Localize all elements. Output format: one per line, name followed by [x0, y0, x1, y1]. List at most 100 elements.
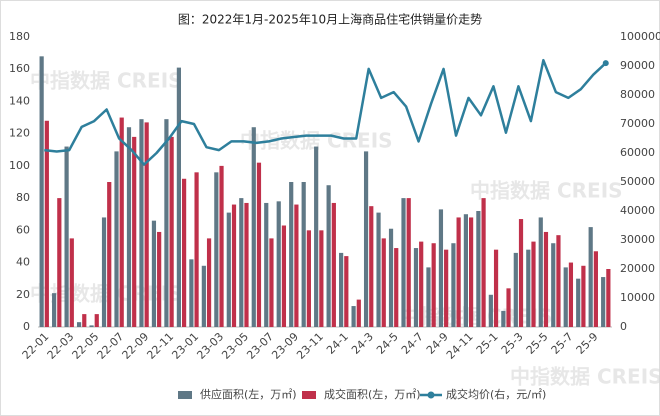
bar	[69, 238, 74, 327]
bar	[269, 238, 274, 327]
y2-tick-label: 90000	[620, 59, 655, 72]
y-tick-label: 100	[9, 159, 30, 172]
y2-tick-label: 40000	[620, 204, 655, 217]
y-tick-label: 0	[23, 320, 30, 333]
bar	[419, 241, 424, 327]
bar	[139, 119, 144, 328]
bar	[369, 206, 374, 327]
bar	[538, 217, 543, 327]
legend-label: 成交均价(右，元/㎡)	[446, 387, 546, 401]
bar	[376, 212, 381, 327]
bar	[251, 127, 256, 327]
y2-tick-label: 10000	[620, 291, 655, 304]
bar	[276, 201, 281, 327]
bar	[39, 56, 44, 327]
bar	[294, 204, 299, 327]
bar	[513, 252, 518, 327]
legend-label: 供应面积(左，万㎡)	[200, 387, 297, 401]
bar	[281, 225, 287, 327]
bar	[506, 288, 511, 327]
bar	[219, 165, 224, 327]
y-tick-label: 180	[9, 30, 30, 43]
y2-tick-label: 80000	[620, 88, 655, 101]
y2-tick-label: 70000	[620, 117, 655, 130]
bar	[394, 248, 399, 327]
bar	[144, 122, 149, 327]
bar	[476, 211, 481, 327]
bar	[44, 120, 49, 328]
y-tick-label: 40	[16, 256, 30, 269]
bar	[314, 146, 319, 327]
bar	[194, 172, 199, 327]
y2-tick-label: 30000	[620, 233, 655, 246]
bar	[164, 119, 169, 328]
bar	[132, 136, 137, 327]
bar	[151, 220, 157, 327]
bar	[52, 293, 57, 327]
bar	[388, 228, 394, 327]
bar	[319, 230, 324, 327]
bar	[82, 314, 87, 327]
bar	[206, 238, 212, 327]
bar	[601, 277, 606, 327]
bar	[413, 248, 419, 327]
legend-label: 成交面积(左，万㎡)	[324, 387, 421, 401]
legend-swatch	[178, 391, 192, 399]
bar	[381, 238, 386, 327]
bar	[426, 267, 431, 327]
bar	[568, 262, 574, 327]
bar	[101, 217, 107, 327]
legend-swatch	[302, 391, 316, 399]
y2-tick-label: 20000	[620, 262, 655, 275]
bar	[493, 249, 499, 327]
y2-tick-label: 0	[620, 320, 627, 333]
bar	[256, 162, 262, 327]
bar	[331, 202, 336, 327]
bar	[201, 265, 206, 327]
y2-tick-label: 100000	[620, 30, 660, 43]
bar	[593, 251, 598, 327]
bar	[64, 146, 69, 327]
bar	[431, 243, 436, 327]
bar	[89, 325, 94, 327]
bar	[481, 198, 486, 327]
watermark: 中指数据 CREIS	[510, 365, 660, 389]
line-marker	[602, 60, 609, 67]
bar	[126, 127, 132, 327]
bar	[76, 322, 82, 327]
y2-tick-label: 60000	[620, 146, 655, 159]
y-tick-label: 20	[16, 288, 30, 301]
bar	[214, 172, 219, 327]
bar	[244, 202, 249, 327]
y-tick-label: 60	[16, 223, 30, 236]
bar	[351, 306, 356, 327]
bar	[463, 214, 468, 327]
y-tick-label: 160	[9, 62, 30, 75]
y2-tick-label: 50000	[620, 175, 655, 188]
bar	[438, 209, 444, 327]
chart-title: 图：2022年1月-2025年10月上海商品住宅供销量价走势	[178, 12, 482, 27]
watermark: 中指数据 CREIS	[470, 179, 623, 203]
y-tick-label: 140	[9, 94, 30, 107]
bar	[456, 217, 461, 327]
bar	[226, 212, 231, 327]
bar	[531, 241, 536, 327]
bar	[401, 198, 406, 327]
bar	[57, 198, 62, 327]
bar	[339, 252, 344, 327]
bar	[231, 204, 237, 327]
bar	[451, 243, 456, 327]
bar	[326, 185, 331, 327]
bar	[543, 231, 549, 327]
bar	[107, 182, 112, 327]
bar	[576, 278, 581, 327]
bar	[344, 256, 349, 327]
bar	[94, 314, 99, 327]
bar	[444, 249, 449, 327]
price-line	[44, 58, 607, 166]
bar	[169, 136, 174, 327]
bar	[176, 67, 181, 327]
bar	[606, 269, 611, 327]
bar	[157, 231, 162, 327]
bar	[488, 294, 493, 327]
